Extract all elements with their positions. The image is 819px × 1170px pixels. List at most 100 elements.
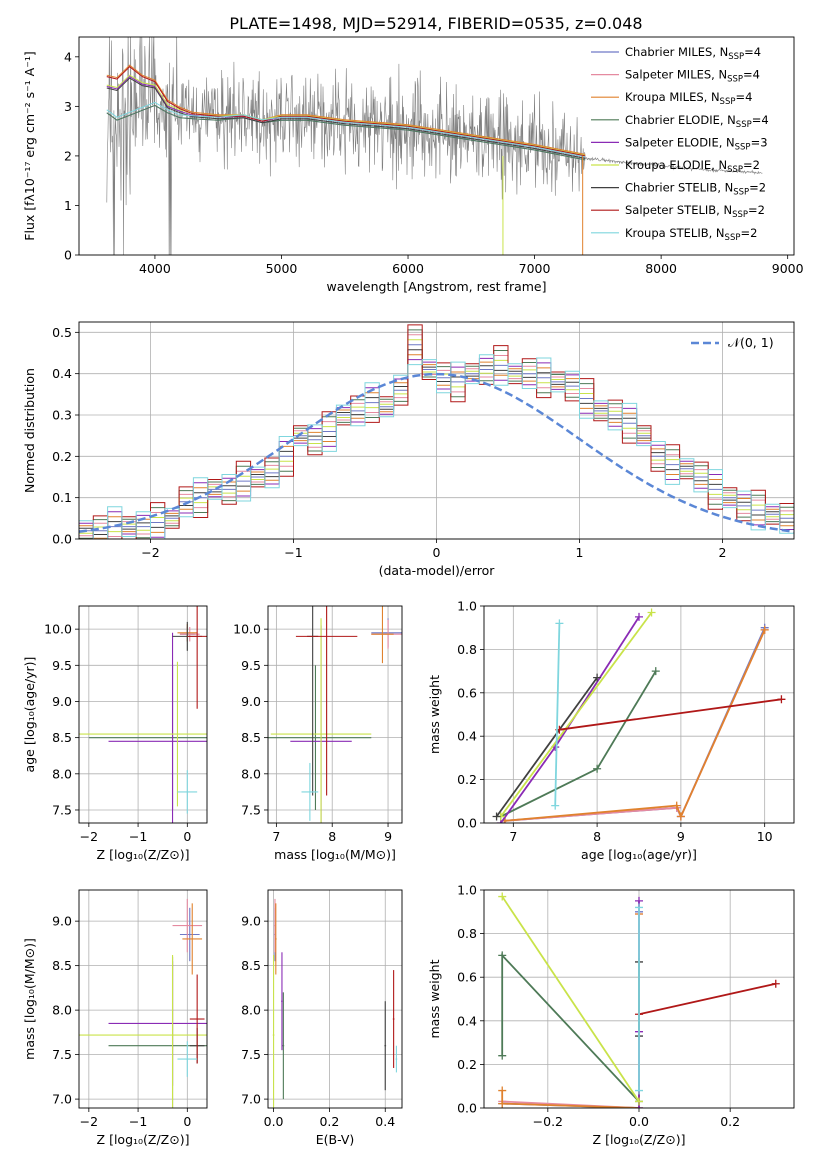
- x-tick-label: −2: [80, 1114, 98, 1129]
- point-kroupa-stelib: [395, 1045, 398, 1073]
- point-kroupa-elodie: [79, 954, 207, 1108]
- y-tick-label: 7.5: [241, 802, 261, 817]
- legend-label: Kroupa STELIB, NSSP=2: [625, 226, 757, 243]
- series-line: [638, 982, 776, 1016]
- legend-label-count: =2: [743, 158, 760, 172]
- y-axis-label: mass weight: [427, 675, 442, 754]
- legend-entry: Salpeter MILES, NSSP=4: [591, 68, 760, 85]
- legend-label-count: =4: [743, 68, 760, 82]
- x-axis-label: wavelength [Angstrom, rest frame]: [326, 279, 546, 294]
- model-spectrum-kroupa-stelib: [106, 101, 586, 158]
- plus-marker: [498, 1051, 507, 1060]
- point-salpeter-stelib: [295, 606, 358, 796]
- legend-entry: Salpeter STELIB, NSSP=2: [591, 203, 765, 220]
- point-salpeter-stelib: [187, 606, 207, 709]
- legend-label-count: =2: [748, 203, 765, 217]
- legend-label: Chabrier STELIB, NSSP=2: [625, 181, 766, 198]
- series-salpeter-stelib: [635, 979, 780, 1019]
- plus-marker: [635, 903, 643, 912]
- y-tick-label: 1.0: [457, 599, 477, 614]
- plus-marker: [635, 612, 643, 621]
- legend-label-sub: SSP: [727, 75, 743, 85]
- y-tick-label: 9.5: [241, 658, 261, 673]
- y-tick-label: 0.4: [457, 1013, 477, 1028]
- legend-label-sub: SSP: [732, 210, 748, 220]
- x-axis-label: Z [log₁₀(Z/Z⊙)]: [97, 847, 190, 862]
- y-tick-label: 9.0: [241, 694, 261, 709]
- axes-frame: [267, 605, 403, 824]
- x-tick-label: 0.4: [375, 1114, 395, 1129]
- legend-entry: Chabrier ELODIE, NSSP=4: [591, 113, 769, 130]
- legend-label: Chabrier MILES, NSSP=4: [625, 45, 761, 62]
- series-salpeter-elodie: [496, 612, 643, 823]
- point-chabrier-miles: [179, 907, 200, 962]
- series-line: [554, 623, 561, 806]
- series-line: [559, 698, 782, 731]
- y-tick-label: 7.0: [52, 1092, 72, 1107]
- x-tick-label: 0.2: [319, 1114, 339, 1129]
- y-axis-label: Normed distribution: [22, 368, 37, 493]
- series-salpeter-stelib: [555, 695, 786, 734]
- axes-frame: [78, 36, 795, 256]
- x-axis-label: age [log₁₀(age/yr)]: [581, 847, 697, 862]
- x-tick-label: 9000: [772, 261, 804, 276]
- x-tick-label: 0: [433, 545, 441, 560]
- axes-frame: [483, 889, 795, 1109]
- y-tick-label: 9.5: [52, 658, 72, 673]
- x-tick-label: 0.2: [720, 1114, 740, 1129]
- y-tick-label: 8.0: [52, 766, 72, 781]
- point-salpeter-elodie: [281, 952, 283, 1051]
- point-kroupa-miles: [274, 903, 277, 975]
- point-kroupa-miles: [371, 606, 394, 664]
- y-tick-label: 8.5: [52, 730, 72, 745]
- axes-frame: [78, 889, 208, 1109]
- y-tick-label: 10.0: [44, 622, 72, 637]
- point-salpeter-stelib: [392, 970, 395, 1068]
- legend-entry: Salpeter ELODIE, NSSP=3: [591, 135, 768, 152]
- y-tick-label: 1: [64, 198, 72, 213]
- figure-title: PLATE=1498, MJD=52914, FIBERID=0535, z=0…: [229, 14, 642, 33]
- axes-frame: [483, 605, 795, 824]
- x-tick-label: −1: [129, 829, 147, 844]
- y-tick-label: 0.0: [457, 816, 477, 831]
- legend-entry: Kroupa ELODIE, NSSP=2: [591, 158, 760, 175]
- plot-area: [492, 608, 786, 823]
- point-kroupa-elodie: [272, 954, 275, 1108]
- legend-label-main: Kroupa MILES, N: [625, 90, 720, 104]
- x-tick-label: −2: [80, 829, 98, 844]
- y-tick-label: 8.0: [52, 1003, 72, 1018]
- x-tick-label: 8: [328, 829, 336, 844]
- point-salpeter-miles: [179, 626, 200, 642]
- plot-area: [79, 324, 794, 539]
- observed-spectrum-line: [106, 37, 763, 255]
- y-tick-label: 0.8: [457, 642, 477, 657]
- point-kroupa-stelib: [177, 1041, 198, 1077]
- series-kroupa-elodie: [496, 608, 656, 821]
- x-tick-label: 6000: [392, 261, 424, 276]
- point-kroupa-elodie: [270, 618, 372, 823]
- y-tick-label: 7.5: [52, 802, 72, 817]
- y-tick-label: 1.0: [457, 883, 477, 898]
- plus-marker: [777, 695, 786, 704]
- age-vs-mass-panel: 7 8 9 7.5 8.0 8.5 9.0 9.5 10.0 mass [log₁₀(M/M⊙)]: [233, 605, 403, 862]
- x-axis-label: Z [log₁₀(Z/Z⊙)]: [593, 1132, 686, 1147]
- legend-label: Salpeter STELIB, NSSP=2: [625, 203, 765, 220]
- legend-label: Kroupa ELODIE, NSSP=2: [625, 158, 760, 175]
- y-tick-label: 9.0: [52, 914, 72, 929]
- legend-label-main: Kroupa STELIB, N: [625, 226, 725, 240]
- histogram-kroupa-stelib: [79, 354, 794, 539]
- legend-entry: Chabrier MILES, NSSP=4: [591, 45, 761, 62]
- plus-marker: [647, 608, 656, 617]
- mass-vs-metallicity-panel: −2 −1 0 7.0 7.5 8.0 8.5 9.0 Z [log₁₀(Z/Z⊙)] mass …: [22, 889, 208, 1147]
- plus-marker: [635, 1086, 643, 1095]
- x-tick-label: 10: [757, 829, 773, 844]
- legend-label-main: Salpeter ELODIE, N: [625, 135, 735, 149]
- x-axis-label: (data-model)/error: [379, 563, 496, 578]
- y-tick-label: 9.0: [52, 694, 72, 709]
- x-tick-label: −0.2: [533, 1114, 563, 1129]
- series-salpeter-miles: [500, 625, 769, 823]
- y-tick-label: 9.0: [241, 914, 261, 929]
- series-kroupa-elodie: [498, 892, 643, 1106]
- legend-label-sub: SSP: [733, 188, 749, 198]
- x-tick-label: 2: [719, 545, 727, 560]
